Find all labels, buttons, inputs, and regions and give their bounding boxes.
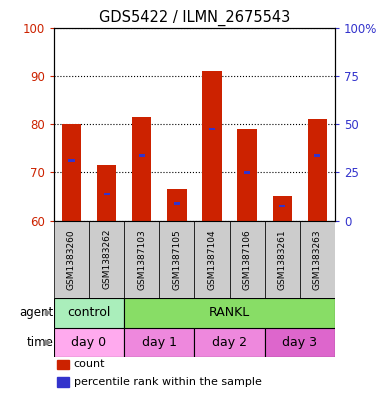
Text: control: control [67, 306, 111, 319]
Bar [97, 165, 116, 220]
Text: GSM1387103: GSM1387103 [137, 229, 146, 290]
Bar [54, 298, 124, 328]
Bar [124, 220, 159, 298]
Text: count: count [74, 360, 105, 369]
Bar [69, 159, 75, 162]
Bar [300, 220, 335, 298]
Bar [209, 128, 215, 130]
Text: day 3: day 3 [282, 336, 317, 349]
Text: GSM1387106: GSM1387106 [243, 229, 252, 290]
Bar [194, 328, 265, 358]
Text: GSM1383261: GSM1383261 [278, 229, 287, 290]
Text: RANKL: RANKL [209, 306, 250, 319]
Bar [194, 220, 229, 298]
Bar [139, 154, 145, 157]
Bar [57, 360, 69, 369]
Bar [89, 220, 124, 298]
Bar [279, 205, 285, 208]
Text: GSM1383263: GSM1383263 [313, 229, 322, 290]
Bar [132, 117, 151, 220]
Bar [264, 220, 300, 298]
Text: day 0: day 0 [72, 336, 107, 349]
Text: day 2: day 2 [212, 336, 247, 349]
Bar [273, 196, 292, 220]
Text: percentile rank within the sample: percentile rank within the sample [74, 377, 261, 387]
Text: time: time [27, 336, 54, 349]
Bar [104, 193, 110, 195]
Text: GSM1383262: GSM1383262 [102, 229, 111, 289]
Bar [159, 220, 194, 298]
Bar [124, 298, 335, 328]
Text: agent: agent [20, 306, 54, 319]
Bar [229, 220, 265, 298]
Bar [57, 377, 69, 387]
Bar [264, 328, 335, 358]
Text: day 1: day 1 [142, 336, 177, 349]
Title: GDS5422 / ILMN_2675543: GDS5422 / ILMN_2675543 [99, 10, 290, 26]
Bar [244, 171, 250, 174]
Text: GSM1387104: GSM1387104 [208, 229, 216, 290]
Bar [203, 71, 222, 220]
Bar [54, 220, 89, 298]
Text: GSM1383260: GSM1383260 [67, 229, 76, 290]
Bar [308, 119, 327, 220]
Text: GSM1387105: GSM1387105 [172, 229, 181, 290]
Bar [54, 328, 124, 358]
Bar [174, 202, 180, 205]
Bar [124, 328, 194, 358]
Bar [62, 124, 81, 220]
Bar [238, 129, 257, 220]
Bar [167, 189, 186, 220]
Bar [314, 154, 320, 157]
